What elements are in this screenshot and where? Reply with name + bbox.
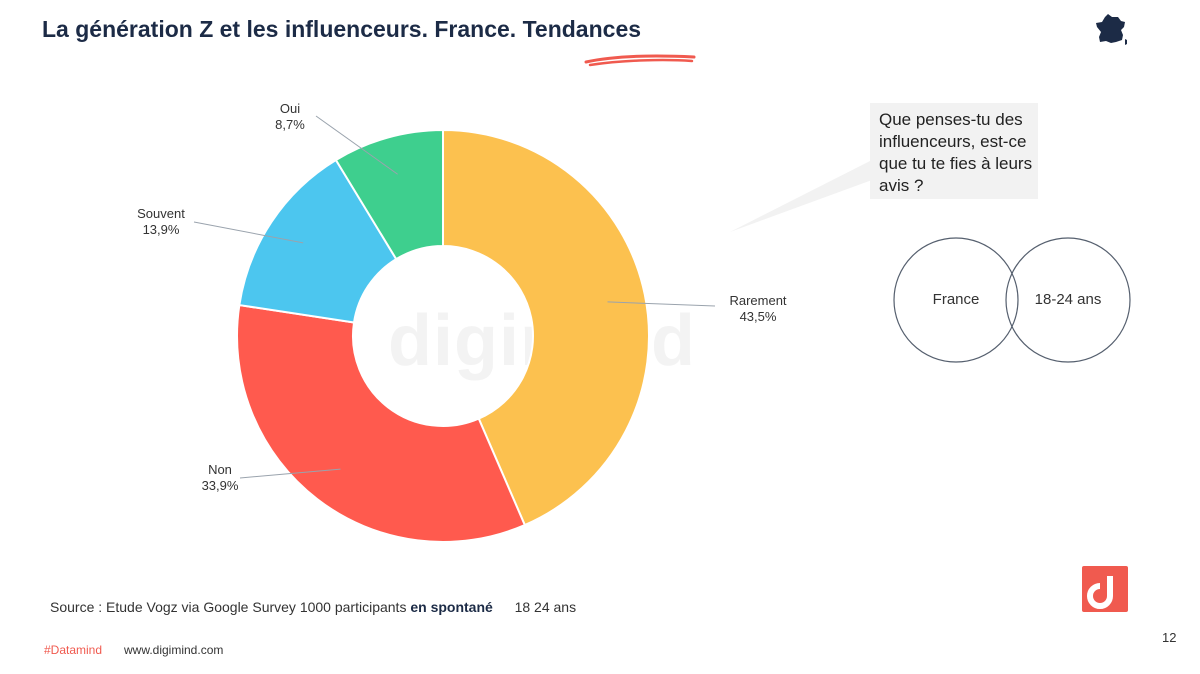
leader-line-oui (315, 115, 398, 175)
leader-line-souvent (193, 221, 304, 244)
venn-circle-right (1005, 237, 1131, 363)
digimind-logo-icon (1087, 576, 1113, 609)
question-text: Que penses-tu des influenceurs, est-ce q… (879, 110, 1033, 195)
website-link[interactable]: www.digimind.com (124, 643, 224, 657)
leader-line-rarement (607, 301, 716, 307)
source-note: Source : Etude Vogz via Google Survey 10… (50, 599, 576, 615)
question-pointer (730, 160, 872, 232)
france-map-icon (1096, 14, 1127, 45)
slice-label-souvent: Souvent 13,9% (137, 206, 185, 237)
venn-label-france: France (932, 291, 980, 308)
page-title: La génération Z et les influenceurs. Fra… (42, 16, 642, 42)
leader-line-non (239, 468, 341, 479)
slice-label-rarement: Rarement 43,5% (729, 293, 787, 324)
donut-slice-rarement (442, 128, 650, 527)
source-suffix: 18 24 ans (514, 599, 577, 615)
source-bold: en spontané (410, 599, 493, 615)
venn-label-age: 18-24 ans (1034, 291, 1102, 308)
slice-label-non: Non 33,9% (201, 462, 239, 493)
page-number: 12 (1162, 630, 1177, 645)
source-prefix: Source : Etude Vogz via Google Survey 10… (50, 599, 407, 615)
hashtag: #Datamind (44, 643, 103, 657)
donut-slice-non (236, 303, 527, 543)
slice-label-oui: Oui 8,7% (275, 101, 305, 132)
question-bubble (870, 103, 1038, 199)
donut-slice-souvent (238, 158, 398, 324)
title-underline-decoration (584, 54, 696, 67)
venn-circle-left (893, 237, 1019, 363)
digimind-logo (1082, 566, 1128, 612)
donut-slice-oui (334, 128, 444, 261)
